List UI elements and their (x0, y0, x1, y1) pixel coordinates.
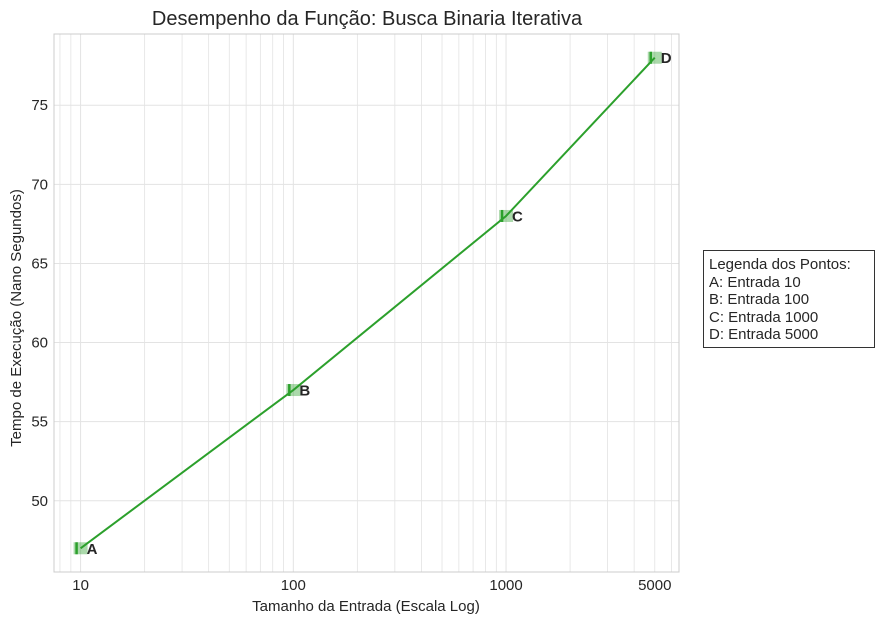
point-legend: Legenda dos Pontos: A: Entrada 10 B: Ent… (703, 250, 875, 348)
y-ticks: 50 55 60 65 70 75 (31, 97, 48, 510)
y-tick-label: 65 (31, 255, 48, 272)
data-point-label: D (661, 50, 672, 67)
x-tick-label: 1000 (489, 577, 522, 594)
legend-title: Legenda dos Pontos: (709, 256, 851, 273)
x-axis-label: Tamanho da Entrada (Escala Log) (252, 598, 480, 615)
x-tick-label: 5000 (638, 577, 671, 594)
plot-frame (53, 33, 680, 573)
y-tick-label: 55 (31, 414, 48, 431)
legend-entry: C: Entrada 1000 (709, 308, 819, 326)
y-tick-label: 50 (31, 493, 48, 510)
y-axis-label: Tempo de Execução (Nano Segundos) (8, 189, 25, 447)
y-tick-label: 70 (31, 176, 48, 193)
y-tick-label: 75 (31, 97, 48, 114)
chart-title: Desempenho da Função: Busca Binaria Iter… (152, 8, 583, 30)
series: A B C D (73, 50, 672, 558)
legend-entry: A: Entrada 10 (709, 273, 801, 291)
x-tick-label: 10 (72, 577, 89, 594)
data-point-label: C (512, 208, 523, 225)
data-point-label: A (87, 541, 98, 558)
series-line (79, 57, 656, 550)
x-ticks: 10 100 1000 5000 (72, 577, 671, 594)
data-point-label: B (299, 383, 310, 400)
x-tick-label: 100 (281, 577, 306, 594)
y-tick-label: 60 (31, 335, 48, 352)
legend-entry: D: Entrada 5000 (709, 326, 819, 343)
grid (54, 34, 679, 572)
legend-entry: B: Entrada 100 (709, 291, 810, 308)
